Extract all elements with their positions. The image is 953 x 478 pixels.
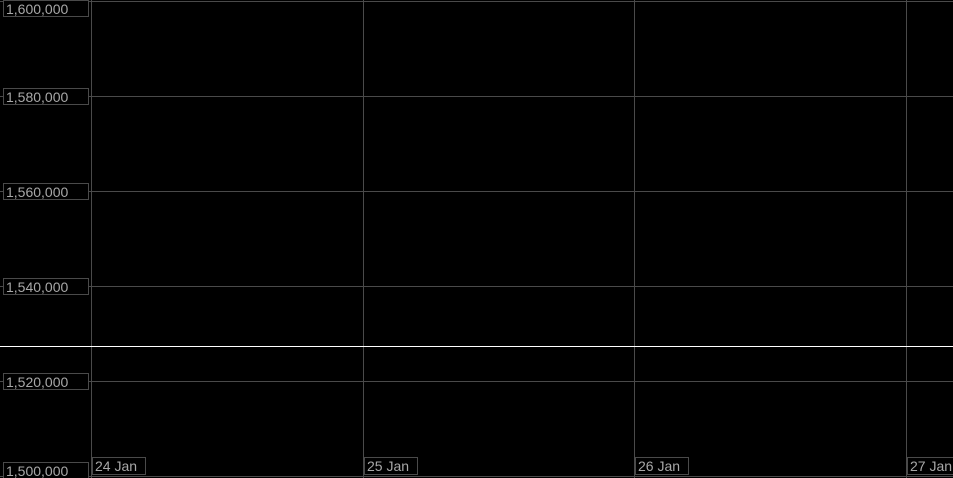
x-tick-label: 25 Jan: [367, 458, 409, 474]
y-tick-label: 1,600,000: [6, 1, 68, 17]
x-tick-label: 24 Jan: [95, 458, 137, 474]
y-tick-label: 1,500,000: [6, 463, 68, 478]
y-tick-label-box: [3, 462, 89, 478]
y-tick-label: 1,540,000: [6, 279, 68, 295]
x-tick-label: 26 Jan: [638, 458, 680, 474]
y-tick-label-box: [3, 373, 89, 390]
x-tick-label-box: [364, 457, 418, 475]
y-tick-label: 1,560,000: [6, 184, 68, 200]
x-tick-label: 27 Jan: [910, 458, 952, 474]
y-tick-label: 1,520,000: [6, 374, 68, 390]
y-tick-label-box: [3, 278, 89, 295]
y-tick-label-box: [3, 183, 89, 200]
x-tick-label-box: [635, 457, 689, 475]
y-tick-label-box: [3, 88, 89, 105]
y-tick-label-box: [3, 0, 89, 17]
x-tick-label-box: [907, 457, 953, 475]
y-tick-label: 1,580,000: [6, 89, 68, 105]
x-tick-label-box: [92, 457, 146, 475]
